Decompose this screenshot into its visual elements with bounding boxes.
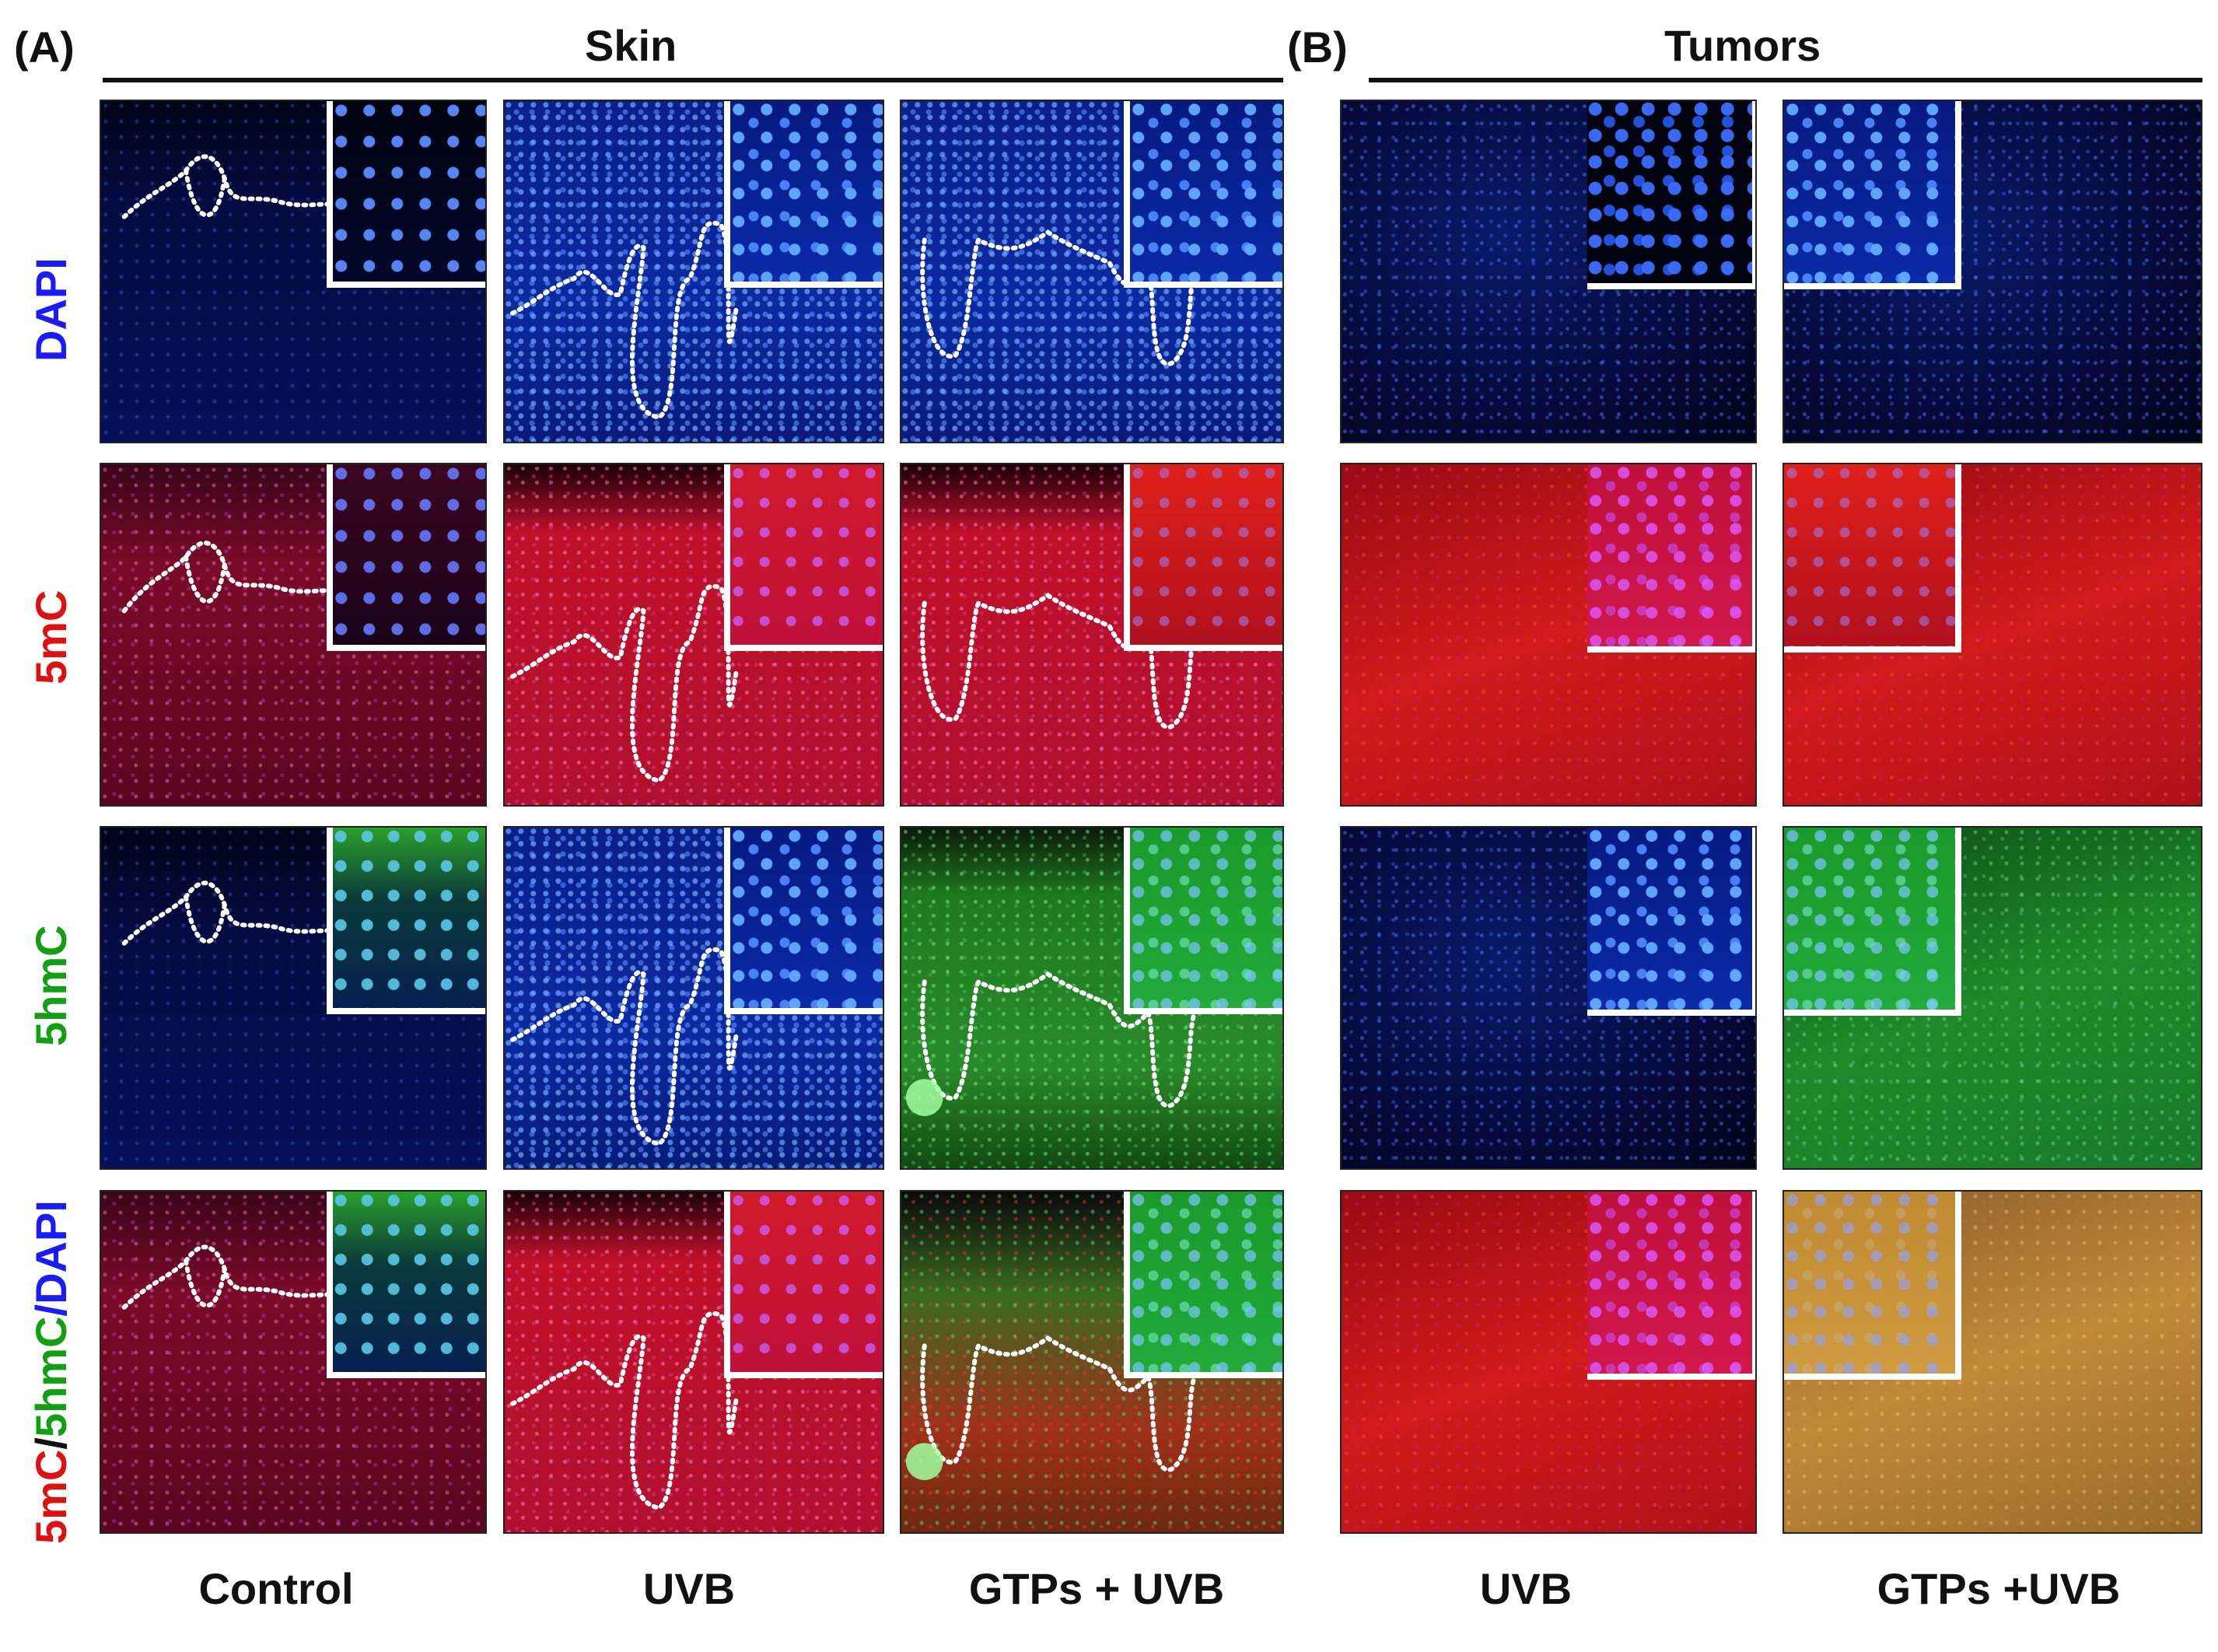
tumor-gtp-dapi-inset: [1784, 101, 1961, 289]
skin-control-merge-inset: [327, 1192, 485, 1378]
skin-gtp-5hmc: [900, 826, 1284, 1170]
tumors-title: Tumors: [1664, 21, 1821, 70]
skin-control-dapi: [100, 100, 487, 443]
row-label-5mc: 5mC: [26, 590, 75, 684]
tumor-gtp-5mc: [1782, 463, 2202, 807]
skin-gtp-merge-inset: [1124, 1192, 1282, 1378]
col-label-tumor-uvb: UVB: [1479, 1564, 1573, 1613]
tumor-gtp-merge-inset: [1784, 1192, 1961, 1380]
tumor-gtp-5mc-inset: [1784, 464, 1961, 653]
skin-uvb-merge: [503, 1190, 884, 1534]
merge-label-dapi: /DAPI: [26, 1200, 75, 1317]
skin-gtp-dapi: [900, 100, 1284, 443]
skin-uvb-5hmc: [503, 826, 884, 1170]
tumor-uvb-5mc-inset: [1587, 464, 1755, 653]
skin-control-5hmc-inset: [327, 828, 485, 1014]
skin-uvb-dapi-inset: [724, 101, 883, 288]
skin-uvb-5hmc-inset: [724, 828, 883, 1014]
panel-a-letter: (A): [14, 23, 75, 72]
col-label-skin-control: Control: [198, 1564, 354, 1613]
row-label-dapi: DAPI: [26, 257, 75, 362]
panel-b-letter: (B): [1287, 23, 1348, 72]
tumor-uvb-merge: [1340, 1190, 1757, 1534]
skin-uvb-dapi: [503, 100, 884, 443]
skin-control-5mc: [100, 463, 487, 807]
skin-gtp-merge: [900, 1190, 1284, 1534]
merge-label-slash-1: /: [26, 1437, 75, 1450]
tumor-gtp-dapi: [1782, 100, 2202, 443]
skin-control-dapi-inset: [327, 101, 485, 288]
tumor-uvb-merge-inset: [1587, 1192, 1755, 1380]
skin-control-5mc-inset: [327, 464, 485, 651]
row-label-5hmc: 5hmC: [26, 925, 75, 1046]
col-label-skin-uvb: UVB: [642, 1564, 736, 1613]
skin-rule: [103, 78, 1283, 82]
row-label-merge: 5mC/5hmC/DAPI: [26, 1200, 75, 1544]
skin-gtp-5mc-inset: [1124, 464, 1282, 651]
skin-control-5hmc: [100, 826, 487, 1170]
merge-label-5hmc: 5hmC: [26, 1316, 75, 1438]
tumor-gtp-merge: [1782, 1190, 2202, 1534]
skin-control-merge: [100, 1190, 487, 1534]
tumor-uvb-5hmc-inset: [1587, 828, 1755, 1016]
col-label-skin-gtp-uvb: GTPs + UVB: [968, 1564, 1225, 1613]
skin-uvb-merge-inset: [724, 1192, 883, 1378]
tumor-uvb-5mc: [1340, 463, 1757, 807]
tumor-uvb-5hmc: [1340, 826, 1757, 1170]
skin-gtp-dapi-inset: [1124, 101, 1282, 288]
skin-gtp-5hmc-inset: [1124, 828, 1282, 1014]
tumors-rule: [1369, 78, 2202, 82]
tumor-gtp-5hmc-inset: [1784, 828, 1961, 1016]
tumor-uvb-dapi-inset: [1587, 101, 1755, 289]
skin-gtp-5mc: [900, 463, 1284, 807]
skin-uvb-5mc-inset: [724, 464, 883, 651]
merge-label-5mc: 5mC: [26, 1449, 75, 1544]
tumor-gtp-5hmc: [1782, 826, 2202, 1170]
skin-title: Skin: [585, 21, 677, 70]
skin-uvb-5mc: [503, 463, 884, 807]
tumor-uvb-dapi: [1340, 100, 1757, 443]
col-label-tumor-gtp-uvb: GTPs +UVB: [1877, 1564, 2121, 1613]
